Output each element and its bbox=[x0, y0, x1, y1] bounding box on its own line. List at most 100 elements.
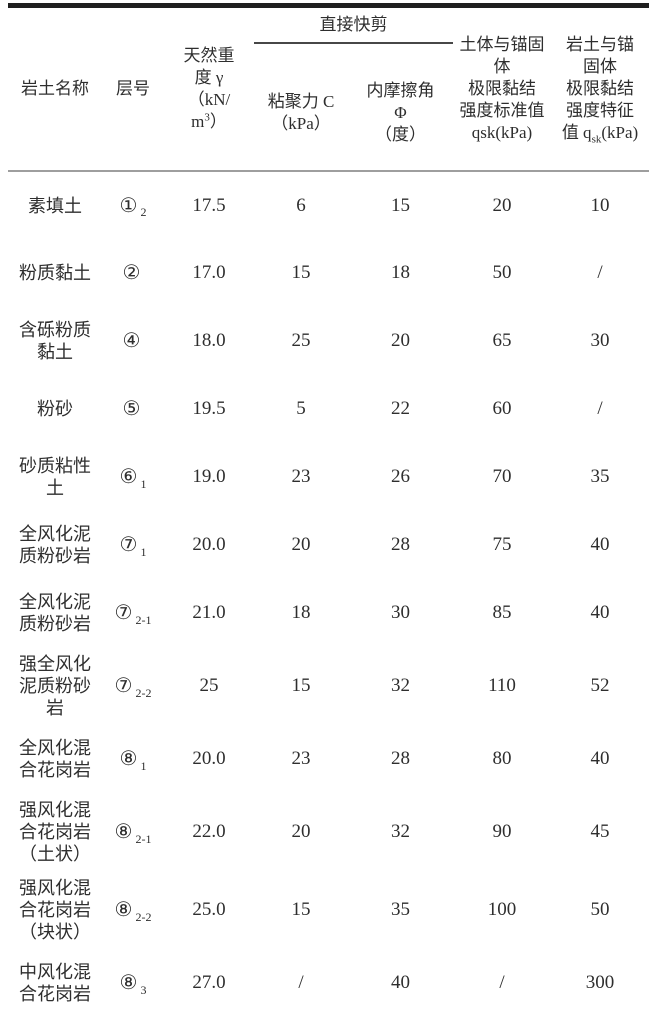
cohesion-cell: 15 bbox=[291, 675, 311, 696]
rock-name-cell: 中风化混 合花岗岩 bbox=[19, 962, 91, 1004]
table-row: 强全风化 泥质粉砂 岩 ⑦ 2-2 25 15 32 110 52 bbox=[8, 647, 649, 725]
rock-name-cell: 全风化泥 质粉砂岩 bbox=[19, 524, 91, 566]
rock-bond-cell: 10 bbox=[551, 170, 649, 239]
header-layer-number: 层号 bbox=[116, 79, 150, 98]
rock-name-cell: 素填土 bbox=[8, 170, 102, 239]
soil-bond-cell: 75 bbox=[492, 534, 512, 555]
soil-bond-cell: 65 bbox=[492, 330, 512, 351]
cohesion-cell: 6 bbox=[254, 170, 348, 239]
soil-bond-cell: 85 bbox=[492, 602, 512, 623]
rock-bond-cell: 40 bbox=[590, 534, 610, 555]
header-cohesion: 粘聚力 C （kPa） bbox=[267, 92, 335, 133]
unit-weight-cell: 17.0 bbox=[192, 262, 226, 283]
layer-number-cell: ⑧ 2-2 bbox=[102, 871, 164, 949]
layer-subscript: 2-1 bbox=[135, 612, 152, 627]
soil-bond-cell: / bbox=[499, 972, 505, 993]
table-row: 强风化混 合花岗岩 （土状） ⑧ 2-1 22.0 20 32 90 45 bbox=[8, 793, 649, 871]
unit-weight-cell: 25.0 bbox=[192, 899, 226, 920]
friction-angle-cell: 32 bbox=[391, 821, 410, 842]
friction-angle-cell: 26 bbox=[391, 466, 410, 487]
cohesion-cell: 15 bbox=[291, 262, 311, 283]
rock-bond-cell: 30 bbox=[590, 330, 610, 351]
header-unit-weight-text: 天然重 度 γ （kN/ m bbox=[183, 46, 235, 131]
soil-bond-cell: 80 bbox=[492, 748, 512, 769]
friction-angle-cell: 18 bbox=[391, 262, 410, 283]
layer-circled-number: ⑤ bbox=[122, 396, 141, 420]
layer-circled-number: ⑧ bbox=[114, 897, 133, 921]
friction-angle-cell: 32 bbox=[391, 675, 410, 696]
header-friction-angle: 内摩擦角 Φ （度） bbox=[366, 81, 435, 144]
soil-bond-cell: 20 bbox=[453, 170, 551, 239]
friction-angle-cell: 20 bbox=[391, 330, 410, 351]
cohesion-cell: 18 bbox=[291, 602, 311, 623]
header-unit-weight: 天然重 度 γ （kN/ m3） bbox=[164, 8, 254, 171]
layer-subscript: 2-2 bbox=[135, 909, 152, 924]
rock-name-cell: 强风化混 合花岗岩 （土状） bbox=[19, 800, 91, 864]
table-row: 粉砂 ⑤ 19.5 5 22 60 / bbox=[8, 375, 649, 443]
rock-bond-cell: 40 bbox=[590, 748, 610, 769]
unit-weight-cell: 25 bbox=[199, 675, 219, 696]
rock-bond-cell: / bbox=[597, 262, 603, 283]
header-soil-anchor-bond: 土体与锚固 体 极限黏结 强度标准值 qsk(kPa) bbox=[459, 35, 545, 142]
layer-number-cell: ⑤ bbox=[102, 375, 164, 443]
unit-weight-cell: 27.0 bbox=[192, 972, 226, 993]
table-top-border bbox=[8, 3, 649, 8]
header-rock-anchor-bond-subscript: sk bbox=[591, 133, 602, 146]
header-unit-weight-suffix: ） bbox=[209, 112, 227, 131]
layer-circled-number: ⑥ bbox=[119, 464, 138, 488]
cohesion-cell: 23 bbox=[291, 466, 311, 487]
unit-weight-cell: 17.5 bbox=[164, 170, 254, 239]
header-row-group: 岩土名称 层号 天然重 度 γ （kN/ m3） 直接快剪 土体与锚固 体 极限… bbox=[8, 8, 649, 145]
friction-angle-cell: 40 bbox=[391, 972, 410, 993]
layer-subscript: 1 bbox=[140, 544, 147, 559]
rock-bond-cell: 52 bbox=[590, 675, 610, 696]
friction-angle-cell: 28 bbox=[391, 534, 410, 555]
soil-bond-cell: 60 bbox=[492, 398, 512, 419]
cohesion-cell: / bbox=[298, 972, 304, 993]
table-row: 含砾粉质 黏土 ④ 18.0 25 20 65 30 bbox=[8, 307, 649, 375]
geotech-parameters-table: 岩土名称 层号 天然重 度 γ （kN/ m3） 直接快剪 土体与锚固 体 极限… bbox=[8, 8, 649, 1017]
layer-circled-number: ⑧ bbox=[119, 970, 138, 994]
rock-name-cell: 含砾粉质 黏土 bbox=[19, 320, 91, 362]
unit-weight-cell: 20.0 bbox=[192, 534, 226, 555]
unit-weight-cell: 19.0 bbox=[192, 466, 226, 487]
layer-number-cell: ② bbox=[102, 239, 164, 307]
header-rock-anchor-bond: 岩土与锚 固体 极限黏结 强度特征 值 qsk(kPa) bbox=[551, 8, 649, 171]
soil-bond-cell: 110 bbox=[488, 675, 516, 696]
header-rock-anchor-bond-suffix: (kPa) bbox=[601, 123, 639, 142]
friction-angle-cell: 15 bbox=[348, 170, 453, 239]
rock-name-cell: 粉砂 bbox=[37, 399, 73, 419]
rock-bond-cell: 50 bbox=[590, 899, 610, 920]
table-row: 全风化泥 质粉砂岩 ⑦ 2-1 21.0 18 30 85 40 bbox=[8, 579, 649, 647]
unit-weight-cell: 22.0 bbox=[192, 821, 226, 842]
rock-bond-cell: 45 bbox=[590, 821, 610, 842]
header-direct-shear-label: 直接快剪 bbox=[254, 14, 453, 44]
soil-bond-cell: 100 bbox=[487, 899, 517, 920]
header-direct-shear-group: 直接快剪 bbox=[254, 8, 453, 56]
rock-name-cell: 粉质黏土 bbox=[19, 263, 91, 283]
rock-name-cell: 全风化泥 质粉砂岩 bbox=[19, 592, 91, 634]
layer-number-cell: ④ bbox=[102, 307, 164, 375]
layer-circled-number: ⑧ bbox=[119, 746, 138, 770]
friction-angle-cell: 30 bbox=[391, 602, 410, 623]
header-row-sub: 粘聚力 C （kPa） 内摩擦角 Φ （度） bbox=[8, 56, 649, 171]
cohesion-cell: 5 bbox=[296, 398, 306, 419]
soil-bond-cell: 90 bbox=[492, 821, 512, 842]
layer-circled-number: ④ bbox=[122, 328, 141, 352]
table-header: 岩土名称 层号 天然重 度 γ （kN/ m3） 直接快剪 土体与锚固 体 极限… bbox=[8, 8, 649, 171]
soil-bond-cell: 70 bbox=[492, 466, 512, 487]
layer-number-cell: ⑦ 2-1 bbox=[102, 579, 164, 647]
rock-name-cell: 强风化混 合花岗岩 （块状） bbox=[19, 878, 91, 942]
unit-weight-cell: 20.0 bbox=[192, 748, 226, 769]
cohesion-cell: 25 bbox=[291, 330, 311, 351]
header-rock-anchor-bond-text: 岩土与锚 固体 极限黏结 强度特征 值 q bbox=[561, 35, 634, 142]
friction-angle-cell: 28 bbox=[391, 748, 410, 769]
layer-number-cell: ⑧ 2-1 bbox=[102, 793, 164, 871]
